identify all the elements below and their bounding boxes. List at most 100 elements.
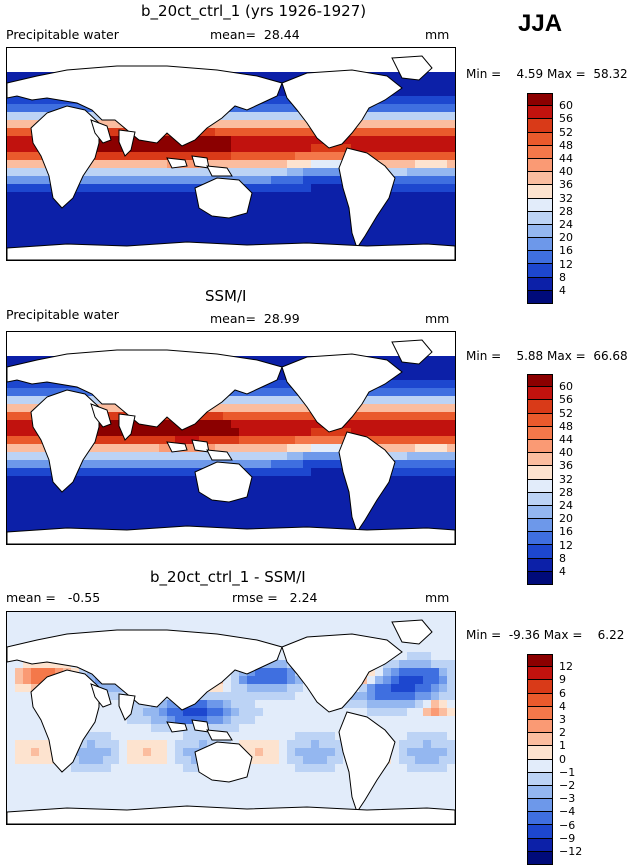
field-cell (143, 772, 152, 781)
field-cell (279, 452, 288, 461)
field-cell (359, 240, 368, 249)
field-cell (415, 420, 424, 429)
field-cell (343, 788, 352, 797)
field-cell (271, 796, 280, 805)
field-cell (391, 668, 400, 677)
colorbar-swatch (527, 211, 553, 225)
field-cell (23, 176, 32, 185)
field-cell (199, 516, 208, 525)
field-cell (399, 612, 408, 621)
field-cell (215, 724, 224, 733)
field-cell (111, 724, 120, 733)
field-cell (175, 516, 184, 525)
field-cell (31, 452, 40, 461)
field-cell (431, 80, 440, 89)
field-cell (15, 708, 24, 717)
field-cell (119, 192, 128, 201)
field-cell (79, 612, 88, 621)
field-cell (119, 224, 128, 233)
field-cell (143, 732, 152, 741)
field-cell (135, 444, 144, 453)
field-cell (159, 780, 168, 789)
field-cell (367, 144, 376, 153)
field-cell (271, 420, 280, 429)
field-cell (143, 436, 152, 445)
field-cell (79, 192, 88, 201)
field-cell (23, 492, 32, 501)
field-cell (295, 628, 304, 637)
field-cell (279, 184, 288, 193)
field-cell (199, 176, 208, 185)
field-cell (415, 192, 424, 201)
field-cell (431, 128, 440, 137)
field-cell (255, 668, 264, 677)
field-cell (71, 612, 80, 621)
field-cell (143, 516, 152, 525)
field-cell (383, 428, 392, 437)
field-cell (399, 176, 408, 185)
field-cell (39, 484, 48, 493)
field-cell (407, 184, 416, 193)
field-cell (279, 780, 288, 789)
field-cell (79, 484, 88, 493)
field-cell (151, 428, 160, 437)
field-cell (255, 112, 264, 121)
field-cell (439, 444, 448, 453)
field-cell (15, 524, 24, 533)
field-cell (423, 388, 432, 397)
field-cell (207, 788, 216, 797)
field-cell (311, 176, 320, 185)
field-cell (191, 176, 200, 185)
field-cell (391, 492, 400, 501)
field-cell (407, 136, 416, 145)
field-cell (255, 444, 264, 453)
field-cell (255, 404, 264, 413)
field-cell (111, 500, 120, 509)
field-cell (215, 444, 224, 453)
field-cell (287, 628, 296, 637)
field-cell (183, 612, 192, 621)
field-cell (71, 788, 80, 797)
field-cell (431, 88, 440, 97)
field-cell (47, 388, 56, 397)
field-cell (199, 628, 208, 637)
field-cell (143, 160, 152, 169)
field-cell (439, 764, 448, 773)
field-cell (383, 668, 392, 677)
field-cell (215, 788, 224, 797)
colorbar-tick-label: 3 (559, 713, 566, 726)
field-cell (279, 356, 288, 365)
field-cell (263, 708, 272, 717)
field-cell (311, 136, 320, 145)
field-cell (439, 364, 448, 373)
field-cell (271, 716, 280, 725)
field-cell (87, 788, 96, 797)
field-cell (279, 724, 288, 733)
field-cell (311, 756, 320, 765)
field-cell (39, 508, 48, 517)
field-cell (247, 184, 256, 193)
field-cell (239, 128, 248, 137)
field-cell (439, 136, 448, 145)
field-cell (375, 508, 384, 517)
field-cell (7, 468, 16, 477)
field-cell (231, 412, 240, 421)
field-cell (95, 516, 104, 525)
field-cell (247, 796, 256, 805)
field-cell (447, 404, 455, 413)
field-cell (407, 692, 416, 701)
field-cell (263, 436, 272, 445)
field-cell (359, 136, 368, 145)
field-cell (383, 508, 392, 517)
field-cell (399, 136, 408, 145)
field-cell (271, 128, 280, 137)
field-cell (223, 120, 232, 129)
field-cell (183, 160, 192, 169)
field-cell (447, 176, 455, 185)
field-cell (287, 460, 296, 469)
field-cell (239, 136, 248, 145)
field-cell (423, 732, 432, 741)
field-cell (255, 468, 264, 477)
field-cell (207, 144, 216, 153)
field-cell (231, 452, 240, 461)
